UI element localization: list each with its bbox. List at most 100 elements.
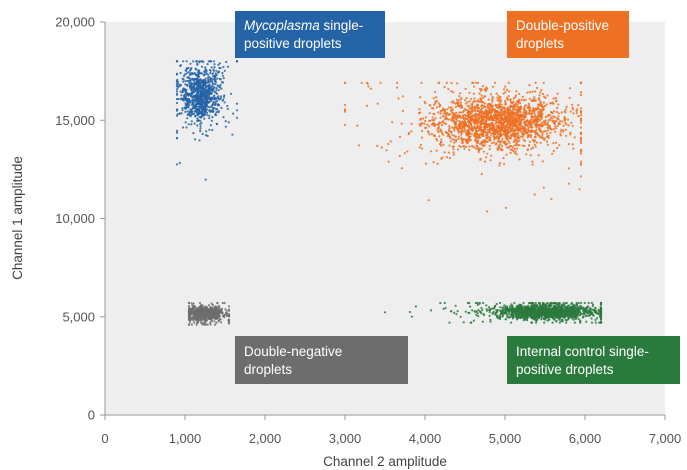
droplet-point <box>571 124 574 127</box>
droplet-point <box>469 305 472 308</box>
droplet-point <box>194 107 197 110</box>
droplet-point <box>221 74 224 77</box>
droplet-point <box>560 320 563 323</box>
droplet-point <box>195 323 198 326</box>
droplet-point <box>463 120 466 123</box>
droplet-point <box>221 301 224 305</box>
droplet-point <box>518 158 521 161</box>
droplet-point <box>504 318 507 321</box>
droplet-point <box>207 304 210 307</box>
droplet-point <box>477 116 480 119</box>
droplet-point <box>517 315 520 318</box>
droplet-point <box>476 303 479 306</box>
droplet-point <box>450 118 453 121</box>
droplet-point <box>468 105 471 108</box>
droplet-point <box>190 309 193 312</box>
droplet-point <box>507 127 510 130</box>
droplet-point <box>504 85 507 88</box>
droplet-point <box>190 120 193 123</box>
droplet-point <box>444 110 447 113</box>
droplet-point <box>496 96 499 99</box>
droplet-point <box>480 104 483 108</box>
droplet-point <box>538 306 542 309</box>
droplet-point <box>206 323 209 326</box>
droplet-point <box>558 122 562 125</box>
droplet-point <box>197 93 200 96</box>
droplet-point <box>482 134 485 138</box>
droplet-point <box>200 121 203 124</box>
droplet-point <box>200 72 203 75</box>
droplet-point <box>493 126 496 129</box>
droplet-point <box>506 107 509 110</box>
droplet-point <box>441 156 444 159</box>
droplet-point <box>194 72 197 75</box>
droplet-point <box>214 100 217 103</box>
droplet-point <box>506 142 509 145</box>
droplet-point <box>525 120 528 123</box>
droplet-point <box>360 81 363 84</box>
droplet-point <box>461 138 464 141</box>
droplet-point <box>459 111 463 114</box>
droplet-point <box>466 104 469 108</box>
droplet-point <box>470 133 473 136</box>
droplet-point <box>544 318 547 321</box>
droplet-point <box>578 188 581 191</box>
droplet-point <box>223 313 226 316</box>
droplet-point <box>554 301 557 305</box>
droplet-point <box>201 86 204 89</box>
droplet-point <box>210 66 213 69</box>
droplet-point <box>503 107 506 110</box>
droplet-point <box>503 308 506 311</box>
droplet-point <box>513 311 516 314</box>
droplet-point <box>202 74 206 77</box>
droplet-point <box>560 310 563 313</box>
droplet-point <box>196 309 199 312</box>
droplet-point <box>495 110 499 113</box>
droplet-point <box>197 313 200 316</box>
droplet-point <box>515 105 518 108</box>
droplet-point <box>523 105 527 108</box>
droplet-point <box>564 128 568 131</box>
droplet-point <box>507 81 510 84</box>
droplet-point <box>410 130 413 133</box>
droplet-point <box>482 129 485 132</box>
droplet-point <box>534 90 537 93</box>
droplet-point <box>532 315 535 318</box>
droplet-point <box>534 145 537 148</box>
droplet-point <box>522 301 525 305</box>
droplet-point <box>453 129 456 132</box>
droplet-point <box>468 107 471 110</box>
droplet-point <box>479 310 482 313</box>
droplet-point <box>561 307 564 310</box>
droplet-point <box>225 312 228 315</box>
droplet-point <box>435 149 438 152</box>
droplet-point <box>504 111 507 114</box>
droplet-point <box>182 74 186 78</box>
droplet-point <box>478 100 481 103</box>
droplet-point <box>452 115 456 118</box>
droplet-point <box>567 307 570 310</box>
droplet-point <box>531 99 535 102</box>
droplet-point <box>222 96 225 99</box>
droplet-point <box>215 87 218 90</box>
series-mycoplasma-single-positive-droplets <box>175 60 239 181</box>
droplet-point <box>514 150 517 153</box>
droplet-point <box>456 310 459 313</box>
droplet-point <box>494 116 497 119</box>
droplet-point <box>567 317 570 320</box>
droplet-point <box>510 120 513 123</box>
droplet-point <box>521 314 524 317</box>
droplet-point <box>571 103 574 106</box>
droplet-point <box>534 114 537 117</box>
droplet-point <box>481 85 484 88</box>
droplet-point <box>552 120 555 123</box>
droplet-point <box>460 130 463 133</box>
droplet-point <box>215 89 218 92</box>
droplet-point <box>442 143 445 146</box>
droplet-point <box>488 124 491 128</box>
droplet-point <box>501 310 504 313</box>
droplet-point <box>530 147 533 151</box>
droplet-point <box>519 312 522 315</box>
droplet-point <box>505 146 508 149</box>
droplet-point <box>454 115 458 118</box>
